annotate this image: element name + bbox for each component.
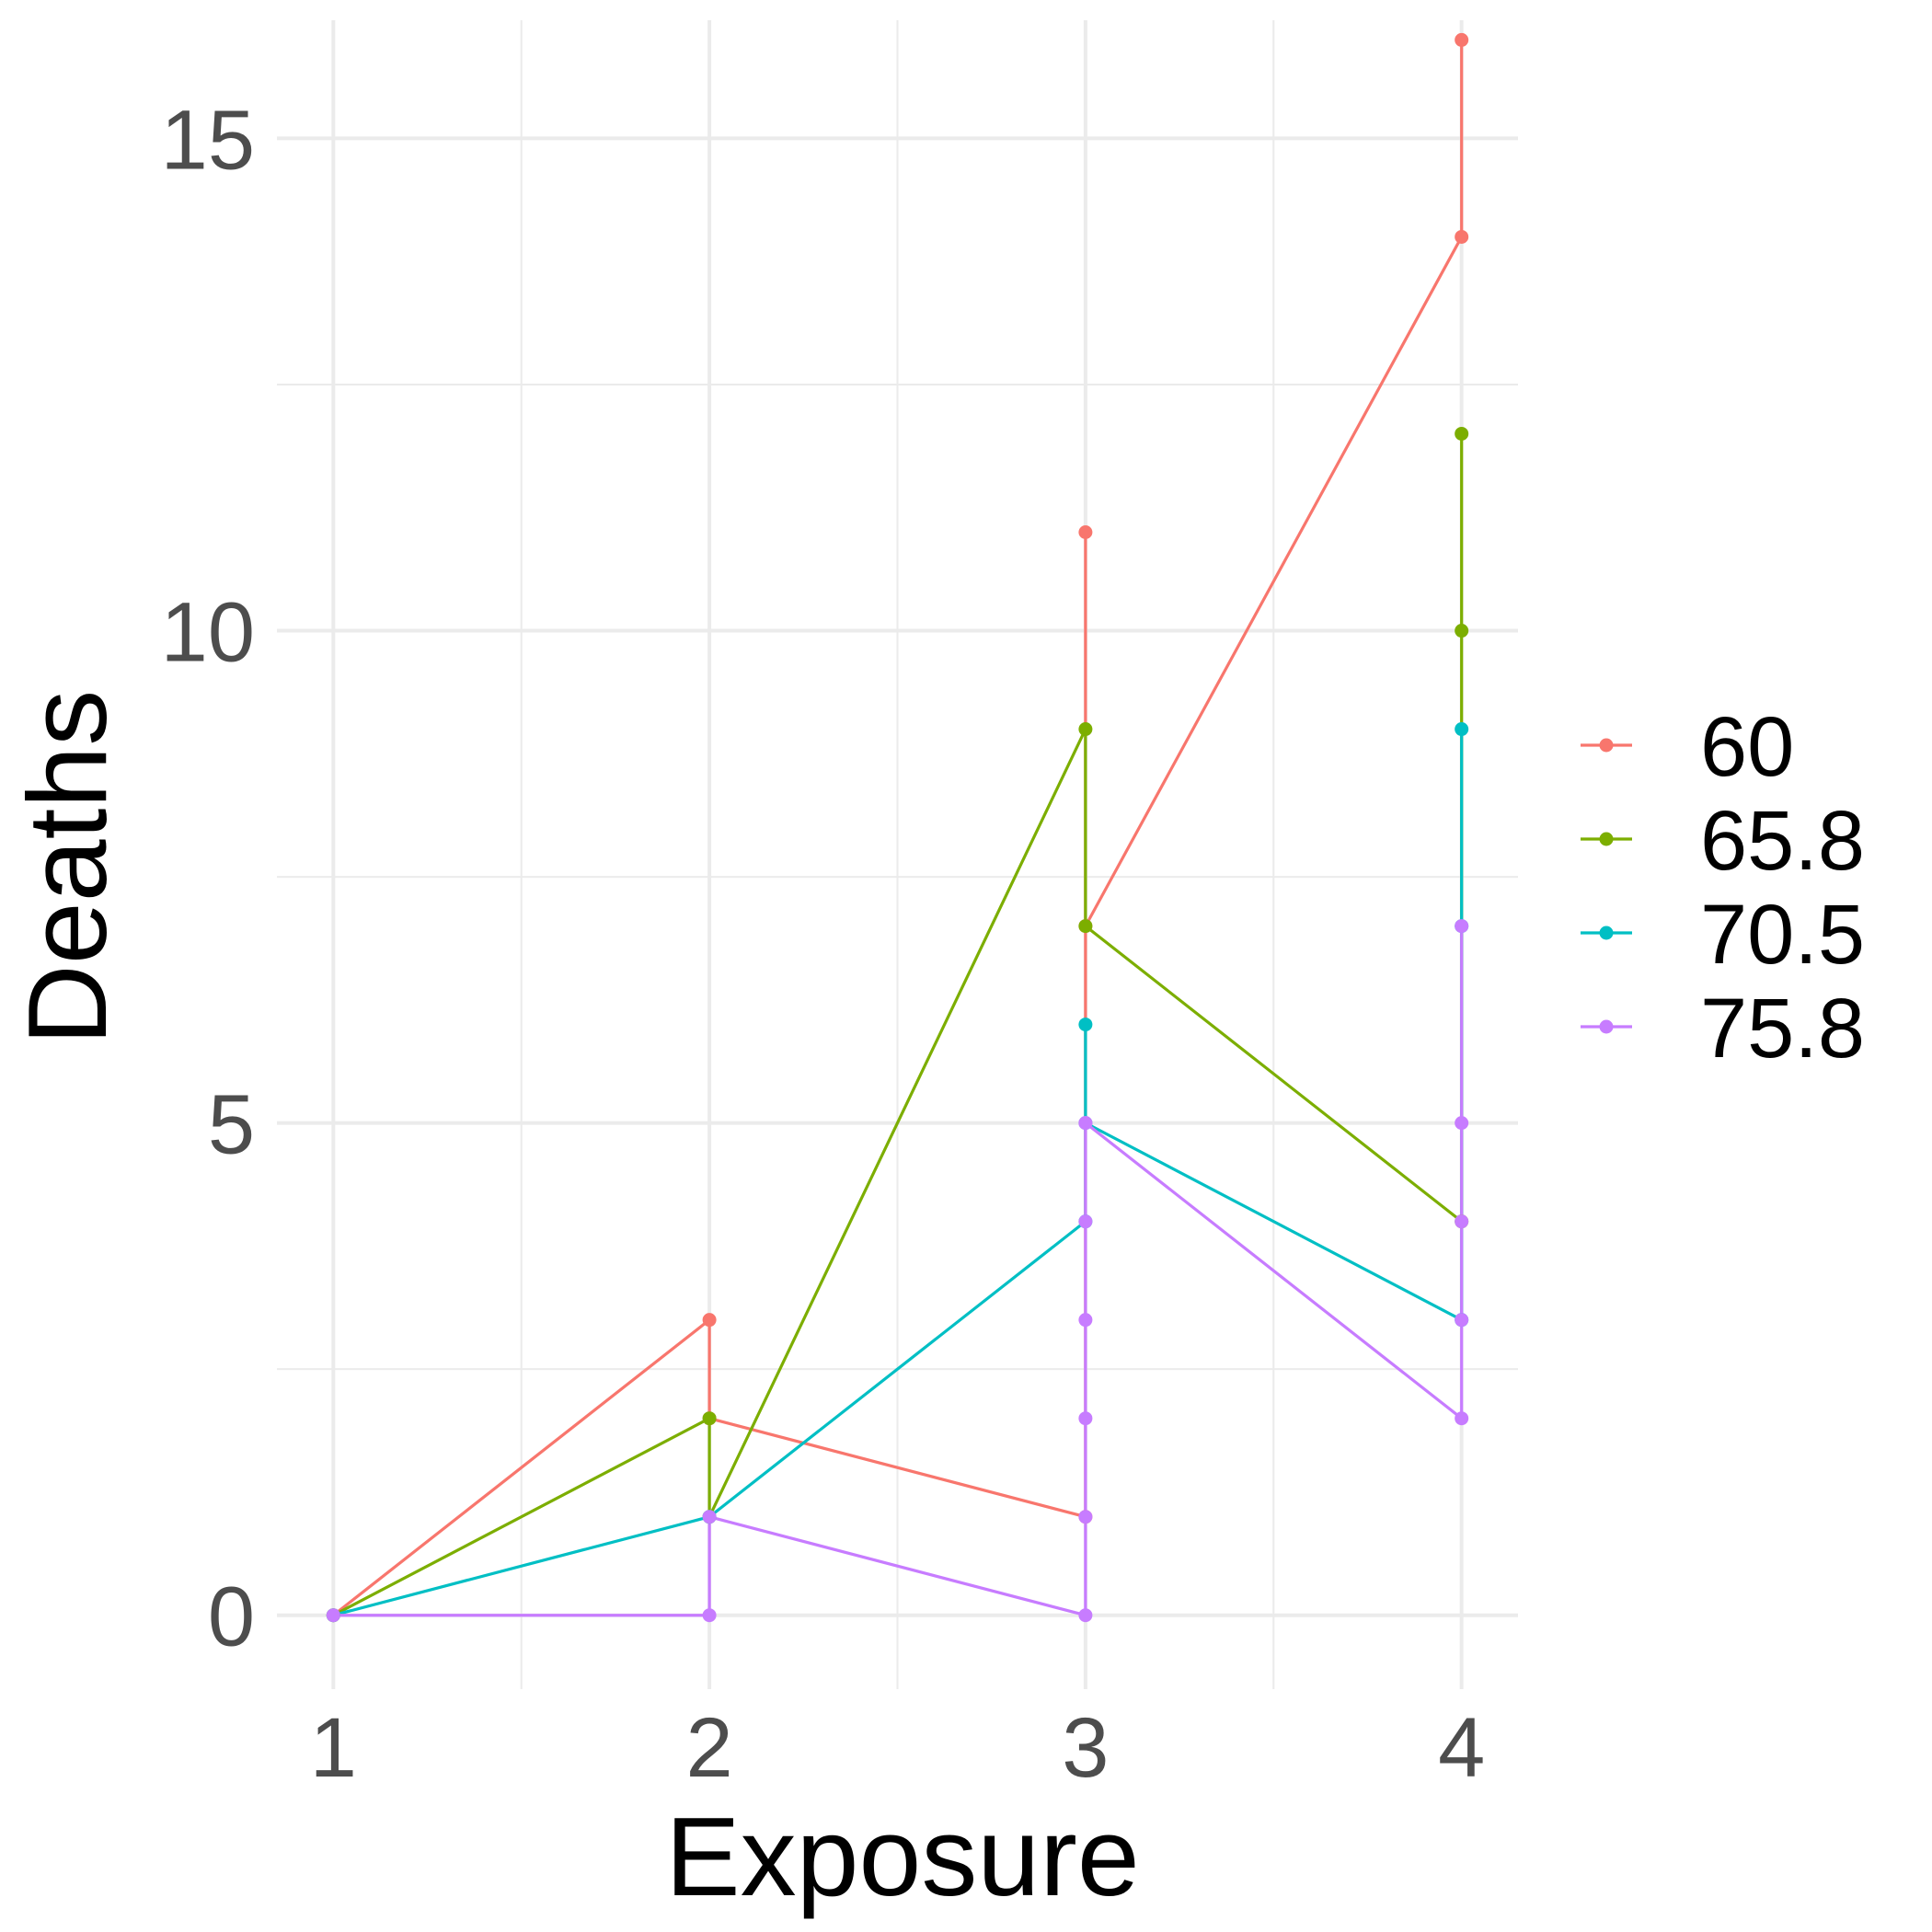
legend-key-point <box>1599 832 1614 846</box>
data-point <box>1078 1510 1093 1524</box>
data-point <box>1455 426 1469 441</box>
data-point <box>702 1411 717 1426</box>
data-point <box>1078 722 1093 737</box>
data-point <box>1455 722 1469 737</box>
data-point <box>702 1510 717 1524</box>
x-axis-title: Exposure <box>665 1794 1139 1919</box>
data-point <box>1078 1411 1093 1426</box>
series-line-3 <box>333 926 1464 1617</box>
data-point <box>1455 1313 1469 1328</box>
data-point <box>1455 1411 1469 1426</box>
legend-label: 70.5 <box>1700 888 1865 982</box>
legend-key-point <box>1599 738 1614 753</box>
legend-key-point <box>1599 926 1614 940</box>
data-point <box>1455 32 1469 47</box>
legend-label: 65.8 <box>1700 794 1865 888</box>
data-point <box>1455 1214 1469 1229</box>
y-tick-label: 0 <box>208 1570 255 1664</box>
data-point <box>702 1608 717 1623</box>
data-point <box>326 1608 340 1623</box>
legend-key-point <box>1599 1019 1614 1034</box>
data-point <box>1078 525 1093 540</box>
legend-item: 65.8 <box>1581 794 1865 888</box>
data-point <box>1455 229 1469 244</box>
legend-label: 60 <box>1700 700 1794 794</box>
grid-minor <box>277 20 1518 1689</box>
data-point <box>702 1313 717 1328</box>
data-point <box>1078 1116 1093 1131</box>
x-tick-label: 3 <box>1062 1701 1109 1795</box>
data-point <box>1455 624 1469 638</box>
y-tick-label: 10 <box>161 586 255 680</box>
x-axis-ticks: 1 2 3 4 <box>310 1701 1486 1795</box>
data-point <box>1078 1313 1093 1328</box>
legend-item: 70.5 <box>1581 888 1865 982</box>
data-point <box>1078 1018 1093 1032</box>
y-axis-title: Deaths <box>5 690 130 1046</box>
data-point <box>1455 919 1469 934</box>
x-tick-label: 1 <box>310 1701 357 1795</box>
legend-item: 75.8 <box>1581 982 1865 1075</box>
x-tick-label: 4 <box>1438 1701 1485 1795</box>
y-tick-label: 15 <box>161 93 255 187</box>
y-tick-label: 5 <box>208 1078 255 1172</box>
data-point <box>1078 1214 1093 1229</box>
x-tick-label: 2 <box>686 1701 733 1795</box>
data-point <box>1455 1116 1469 1131</box>
legend-label: 75.8 <box>1700 982 1865 1075</box>
y-axis-ticks: 0 5 10 15 <box>161 93 255 1663</box>
legend-item: 60 <box>1581 700 1794 794</box>
data-point <box>1078 919 1093 934</box>
series-points <box>326 32 1469 1623</box>
data-point <box>1078 1608 1093 1623</box>
